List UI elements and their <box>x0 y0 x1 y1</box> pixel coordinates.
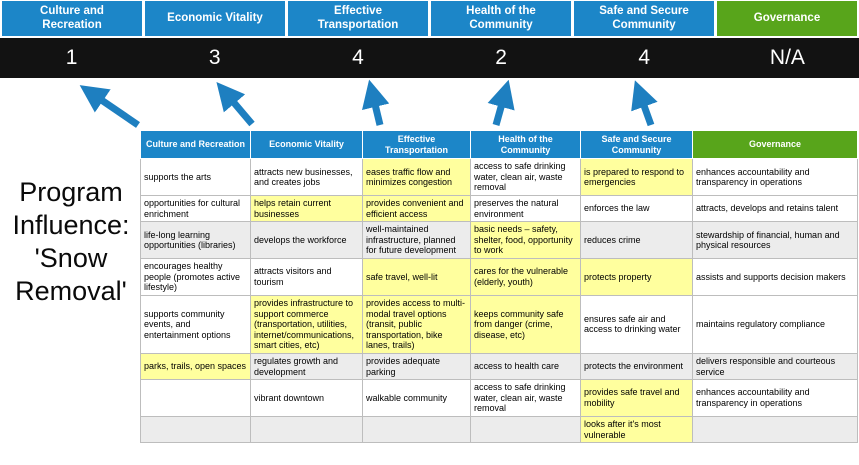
highlighted-influence-cell: is prepared to respond to emergencies <box>580 158 693 197</box>
table-row: supports community events, and entertain… <box>140 294 858 354</box>
table-row: parks, trails, open spaces regulates grow… <box>140 352 858 381</box>
table-row: opportunities for cultural enrichment hel… <box>140 195 858 223</box>
matrix-cell <box>470 416 581 444</box>
highlighted-influence-cell: helps retain current businesses <box>250 195 363 223</box>
highlighted-influence-cell: looks after it's most vulnerable <box>580 416 693 444</box>
matrix-cell: life-long learning opportunities (librar… <box>140 221 251 260</box>
highlighted-influence-cell: basic needs – safety, shelter, food, opp… <box>470 221 581 260</box>
highlighted-influence-cell: keeps community safe from danger (crime,… <box>470 294 581 354</box>
matrix-cell: regulates growth and development <box>250 352 363 381</box>
matrix-cell: walkable community <box>362 379 471 418</box>
matrix-cell: delivers responsible and courteous servi… <box>692 352 858 381</box>
program-line: Influence: <box>12 209 130 240</box>
matrix-cell: enforces the law <box>580 195 693 223</box>
program-line: 'Snow <box>34 242 108 273</box>
up-arrow-2 <box>216 81 255 127</box>
matrix-cell: attracts visitors and tourism <box>250 258 363 296</box>
table-header-cell: Economic Vitality <box>250 129 363 160</box>
program-line: Program <box>19 177 123 207</box>
highlighted-influence-cell: provides infrastructure to support comme… <box>250 294 363 354</box>
matrix-cell: supports the arts <box>140 158 251 197</box>
matrix-cell: encourages healthy people (promotes acti… <box>140 258 251 296</box>
matrix-cell: supports community events, and entertain… <box>140 294 251 354</box>
score-value-effective-transportation: 4 <box>352 46 364 69</box>
matrix-cell: preserves the natural environment <box>470 195 581 223</box>
matrix-cell: opportunities for cultural enrichment <box>140 195 251 223</box>
matrix-cell: protects the environment <box>580 352 693 381</box>
up-arrow-4 <box>487 79 515 126</box>
table-header-cell: Health of the Community <box>470 129 581 160</box>
banner-header-safe-secure-community: Safe and Secure Community <box>574 1 714 36</box>
matrix-cell: access to safe drinking water, clean air… <box>470 158 581 197</box>
matrix-cell: attracts, develops and retains talent <box>692 195 858 223</box>
matrix-cell: well-maintained infrastructure, planned … <box>362 221 471 260</box>
score-strip: 1 3 4 2 4 N/A <box>0 38 859 78</box>
score-value-health-community: 2 <box>495 46 507 69</box>
highlighted-influence-cell: provides access to multi-modal travel op… <box>362 294 471 354</box>
table-header-cell: Effective Transportation <box>362 129 471 160</box>
matrix-cell: vibrant downtown <box>250 379 363 418</box>
table-header-cell: Safe and Secure Community <box>580 129 693 160</box>
matrix-cell: access to safe drinking water, clean air… <box>470 379 581 418</box>
score-value-culture-recreation: 1 <box>65 46 78 69</box>
table-row: encourages healthy people (promotes acti… <box>140 258 858 296</box>
matrix-cell <box>362 416 471 444</box>
up-arrow-3 <box>362 79 390 126</box>
score-banner: Culture and Recreation Economic Vitality… <box>2 1 857 36</box>
highlighted-influence-cell: eases traffic flow and minimizes congest… <box>362 158 471 197</box>
banner-header-culture-recreation: Culture and Recreation <box>2 1 142 36</box>
banner-header-governance: Governance <box>717 1 857 36</box>
matrix-cell: develops the workforce <box>250 221 363 260</box>
matrix-cell <box>692 416 858 444</box>
matrix-cell <box>140 416 251 444</box>
banner-header-economic-vitality: Economic Vitality <box>145 1 285 36</box>
highlighted-influence-cell: provides safe travel and mobility <box>580 379 693 418</box>
highlighted-influence-cell: safe travel, well-lit <box>362 258 471 296</box>
influence-table: Culture and Recreation Economic Vitality E… <box>140 129 858 444</box>
matrix-cell: access to health care <box>470 352 581 381</box>
program-influence-label: Program Influence: 'Snow Removal' <box>0 176 142 308</box>
table-row: supports the arts attracts new businesses… <box>140 158 858 197</box>
matrix-cell <box>140 379 251 418</box>
matrix-cell: attracts new businesses, and creates job… <box>250 158 363 197</box>
matrix-cell: maintains regulatory compliance <box>692 294 858 354</box>
matrix-cell: ensures safe air and access to drinking … <box>580 294 693 354</box>
score-value-governance: N/A <box>769 46 805 69</box>
matrix-cell: enhances accountability and transparency… <box>692 158 858 197</box>
table-row: looks after it's most vulnerable <box>140 416 858 444</box>
highlighted-influence-cell: protects property <box>580 258 693 296</box>
matrix-cell <box>250 416 363 444</box>
table-row: life-long learning opportunities (librar… <box>140 221 858 260</box>
matrix-cell: reduces crime <box>580 221 693 260</box>
table-row: vibrant downtown walkable community access… <box>140 379 858 418</box>
highlighted-influence-cell: provides convenient and efficient access <box>362 195 471 223</box>
matrix-cell: enhances accountability and transparency… <box>692 379 858 418</box>
matrix-cell: assists and supports decision makers <box>692 258 858 296</box>
up-arrow-1 <box>79 85 140 128</box>
arrows-layer <box>79 79 658 128</box>
banner-header-health-community: Health of the Community <box>431 1 571 36</box>
highlighted-influence-cell: parks, trails, open spaces <box>140 352 251 381</box>
banner-header-effective-transportation: Effective Transportation <box>288 1 428 36</box>
matrix-cell: stewardship of financial, human and phys… <box>692 221 858 260</box>
score-value-safe-secure-community: 4 <box>638 46 651 69</box>
matrix-cell: provides adequate parking <box>362 352 471 381</box>
up-arrow-5 <box>631 80 658 127</box>
highlighted-influence-cell: cares for the vulnerable (elderly, youth… <box>470 258 581 296</box>
program-line: Removal' <box>15 275 127 306</box>
score-value-economic-vitality: 3 <box>208 46 221 69</box>
table-header-cell: Culture and Recreation <box>140 129 251 160</box>
table-header-cell: Governance <box>692 129 858 160</box>
